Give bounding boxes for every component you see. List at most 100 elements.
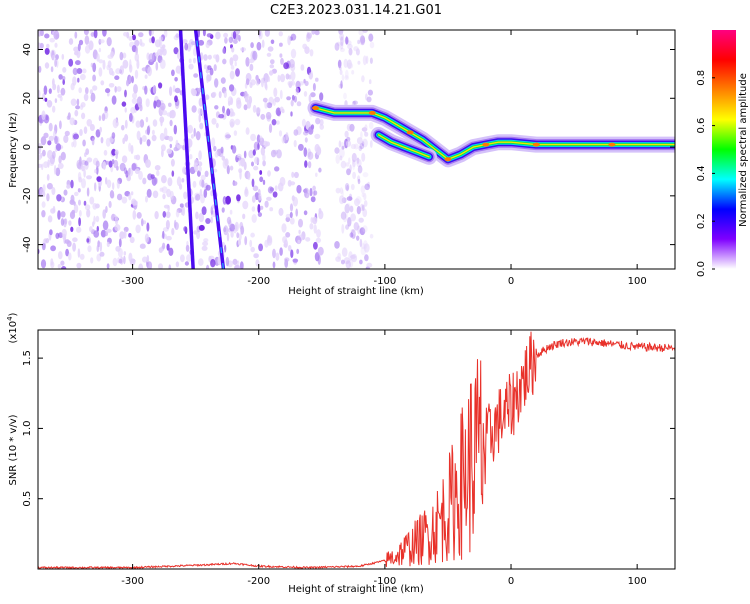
noise-mark — [43, 85, 48, 95]
noise-mark — [103, 149, 108, 156]
noise-mark — [369, 41, 375, 49]
noise-mark — [246, 99, 252, 109]
noise-mark — [351, 253, 358, 263]
noise-mark — [204, 170, 209, 177]
noise-mark — [146, 222, 150, 232]
noise-mark — [106, 228, 112, 233]
noise-mark — [68, 58, 74, 67]
noise-mark — [236, 153, 242, 159]
noise-mark — [162, 211, 167, 218]
noise-mark — [257, 203, 261, 214]
noise-mark — [66, 240, 72, 247]
noise-mark — [334, 42, 340, 51]
noise-mark — [183, 191, 188, 200]
noise-mark — [79, 210, 82, 217]
noise-mark — [353, 143, 359, 150]
noise-mark — [184, 42, 189, 51]
noise-mark — [84, 204, 91, 211]
noise-mark — [128, 252, 133, 262]
noise-mark — [193, 73, 199, 78]
noise-mark — [353, 222, 359, 231]
noise-mark — [340, 36, 344, 46]
noise-mark — [293, 140, 297, 148]
noise-mark — [226, 108, 231, 117]
noise-mark — [341, 224, 345, 234]
noise-mark — [230, 65, 235, 70]
noise-mark — [340, 211, 347, 220]
noise-mark — [180, 254, 185, 263]
noise-mark — [133, 84, 138, 94]
noise-mark — [338, 140, 342, 148]
noise-mark — [70, 226, 74, 232]
noise-mark — [225, 195, 232, 205]
noise-mark — [79, 253, 85, 260]
x-tick-label: -100 — [374, 576, 397, 587]
noise-mark — [340, 142, 345, 148]
noise-mark — [76, 226, 82, 233]
noise-mark — [283, 239, 288, 248]
noise-mark — [74, 51, 79, 56]
noise-mark — [63, 189, 68, 196]
noise-mark — [230, 231, 234, 238]
noise-mark — [44, 33, 50, 39]
noise-mark — [86, 238, 90, 243]
noise-mark — [343, 92, 347, 100]
noise-mark — [304, 137, 308, 143]
noise-mark — [129, 236, 135, 244]
noise-mark — [353, 46, 359, 52]
noise-mark — [262, 97, 268, 103]
noise-mark — [162, 193, 166, 200]
noise-mark — [242, 200, 249, 210]
noise-mark — [52, 150, 56, 159]
noise-mark — [135, 120, 141, 128]
noise-mark — [344, 203, 350, 214]
colorbar-label: Normalized spectral amplitude — [738, 73, 749, 227]
snr-frame — [37, 329, 676, 570]
noise-mark — [163, 127, 168, 138]
noise-mark — [106, 37, 112, 47]
noise-mark — [155, 99, 162, 108]
noise-mark — [179, 203, 184, 208]
noise-mark — [234, 264, 240, 269]
noise-mark — [251, 161, 254, 167]
noise-mark — [345, 69, 349, 79]
noise-mark — [338, 83, 343, 89]
noise-mark — [293, 171, 299, 179]
noise-mark — [223, 90, 227, 98]
noise-mark — [81, 178, 86, 189]
noise-mark — [361, 38, 366, 43]
noise-mark — [102, 209, 106, 219]
noise-mark — [315, 237, 322, 243]
noise-mark — [129, 112, 133, 122]
noise-mark — [132, 92, 137, 99]
noise-mark — [210, 205, 214, 215]
noise-mark — [92, 74, 96, 82]
noise-mark — [112, 257, 118, 267]
noise-mark — [346, 40, 352, 46]
snr-y-scale-label: (x104) — [6, 312, 19, 343]
noise-mark — [144, 74, 148, 79]
noise-mark — [257, 212, 262, 218]
noise-mark — [128, 75, 132, 84]
y-tick-label: 40 — [22, 43, 33, 56]
noise-mark — [223, 32, 229, 38]
noise-mark — [368, 122, 374, 130]
noise-mark — [311, 30, 316, 35]
noise-mark — [98, 47, 102, 53]
colorbar-tick-label: 0.4 — [696, 165, 707, 181]
noise-mark — [49, 158, 55, 167]
noise-mark — [78, 199, 81, 206]
noise-mark — [361, 75, 365, 83]
noise-mark — [139, 104, 143, 112]
figure-title: C2E3.2023.031.14.21.G01 — [270, 3, 442, 18]
noise-mark — [49, 229, 53, 236]
noise-mark — [262, 153, 266, 162]
noise-mark — [360, 246, 367, 256]
noise-mark — [239, 261, 244, 269]
noise-mark — [348, 193, 353, 201]
noise-mark — [211, 137, 216, 148]
x-tick-label: 100 — [628, 276, 647, 287]
noise-mark — [344, 75, 349, 81]
noise-mark — [369, 233, 374, 239]
noise-mark — [119, 51, 124, 61]
